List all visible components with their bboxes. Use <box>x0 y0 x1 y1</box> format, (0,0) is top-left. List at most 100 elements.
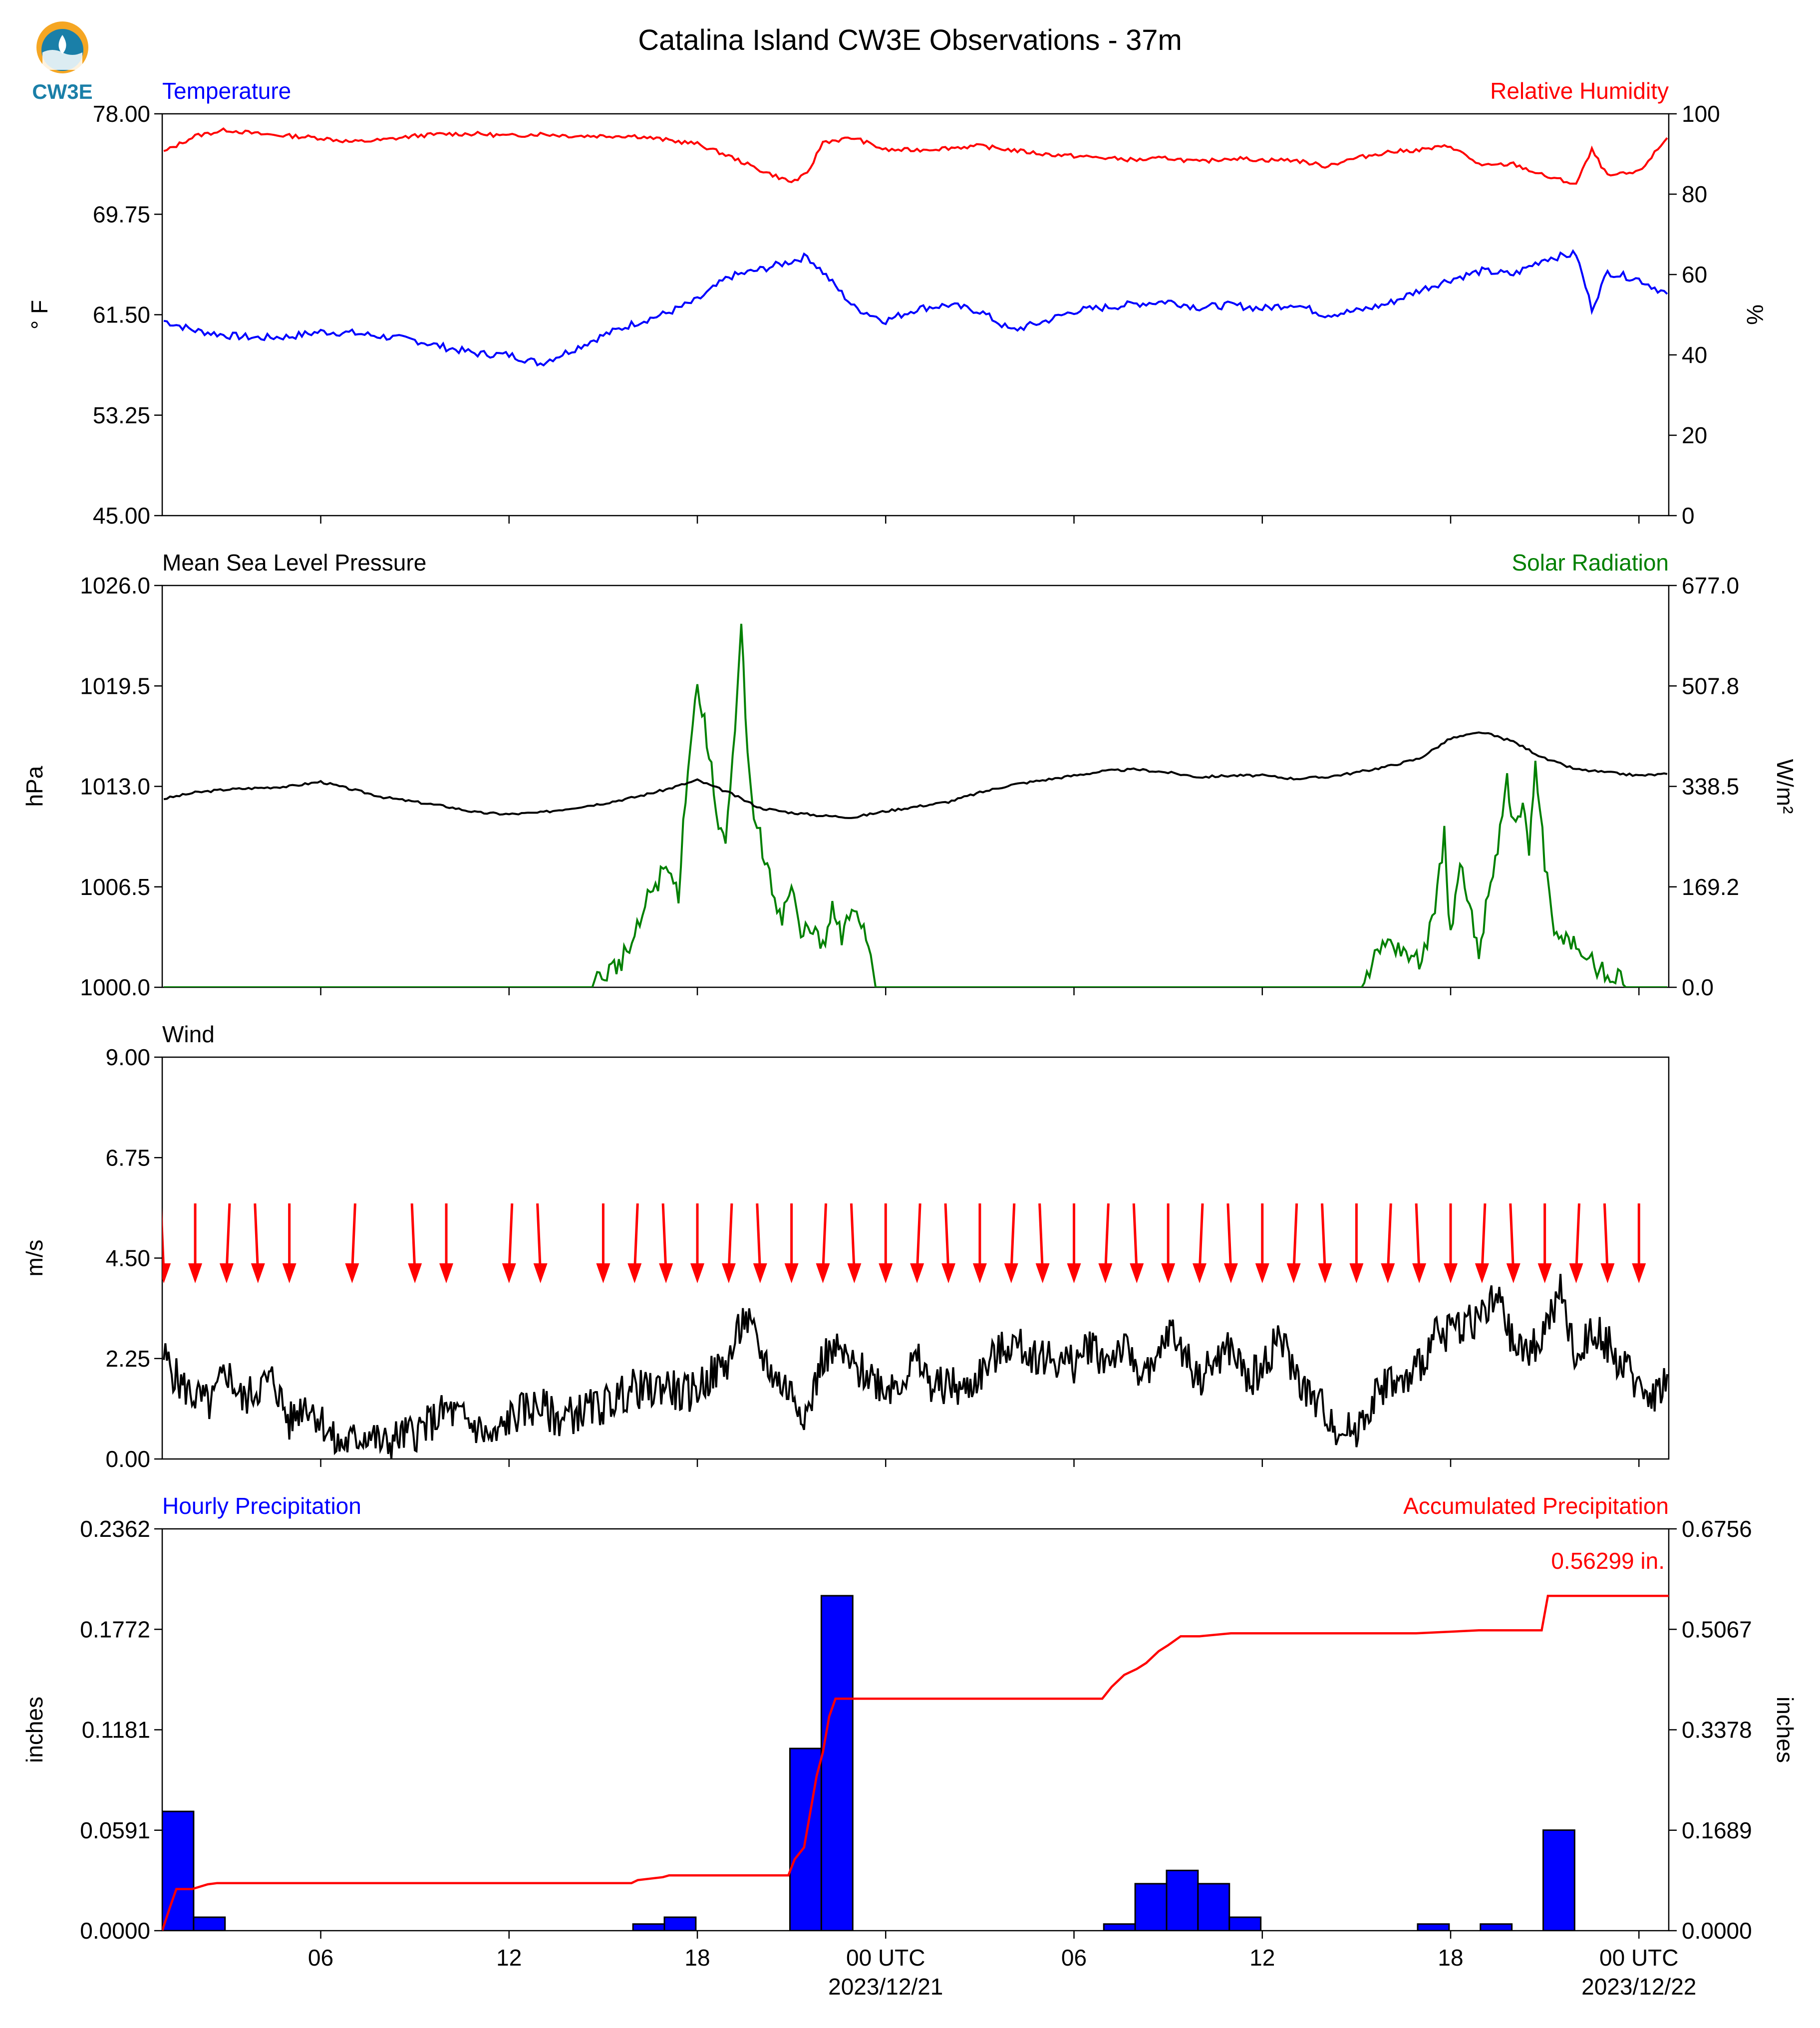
wind-direction-arrow <box>1481 1203 1487 1274</box>
wind-arrow-head <box>1569 1263 1583 1284</box>
left-tick-label: 0.1181 <box>82 1717 150 1743</box>
left-tick-label: 1013.0 <box>80 774 150 800</box>
wind-arrow-head <box>1004 1263 1018 1284</box>
panel-left-label: Temperature <box>162 78 291 104</box>
wind-direction-arrow <box>1104 1203 1110 1274</box>
right-tick-label: 507.8 <box>1682 673 1739 699</box>
panel-left-label: Mean Sea Level Pressure <box>162 550 426 576</box>
wind-arrow-head <box>1193 1263 1207 1284</box>
left-axis-title: hPa <box>21 766 47 807</box>
wind-arrow-head <box>1130 1263 1144 1284</box>
wind-arrow-head <box>941 1263 956 1284</box>
hourly-precip-bar <box>663 1916 697 1931</box>
wind-arrow-head <box>1506 1263 1520 1284</box>
wind-direction-arrow <box>661 1203 667 1274</box>
left-tick-label: 2.25 <box>105 1346 150 1372</box>
wind-direction-arrow <box>536 1203 542 1274</box>
wind-direction-arrow <box>162 1207 165 1274</box>
panel-wind: 9.00 6.75 4.50 2.25 0.00 Wind m/s <box>21 1021 1670 1472</box>
wind-direction-arrow <box>1226 1203 1232 1274</box>
wind-direction-arrow <box>254 1203 260 1274</box>
left-tick-label: 69.75 <box>93 201 150 227</box>
hourly-precip-bar <box>632 1923 665 1931</box>
hourly-precip-bar <box>820 1595 854 1931</box>
wind-direction-arrow <box>410 1203 416 1274</box>
panel-right-label: Accumulated Precipitation <box>1403 1493 1669 1519</box>
wind-direction-arrow <box>1292 1203 1298 1274</box>
wind-arrow-head <box>1223 1263 1238 1284</box>
temperature-line <box>163 249 1668 367</box>
left-tick-label: 78.00 <box>93 101 150 127</box>
plot-area <box>162 1203 1668 1459</box>
x-tick-label: 12 <box>496 1945 522 1971</box>
right-tick-label: 20 <box>1682 422 1707 448</box>
left-tick-label: 61.50 <box>93 302 150 328</box>
left-tick-label: 45.00 <box>93 503 150 529</box>
wind-direction-arrow <box>944 1203 950 1274</box>
wind-arrow-head <box>1444 1263 1458 1284</box>
wind-arrow-head <box>439 1263 454 1284</box>
accumulated-precip-line <box>162 1594 1669 1931</box>
wind-direction-arrow <box>225 1203 231 1274</box>
wind-arrow-head <box>721 1263 736 1284</box>
wind-direction-arrow <box>915 1203 921 1274</box>
cw3e-logo: CW3E <box>32 21 93 103</box>
wind-arrow-head <box>1412 1263 1427 1284</box>
wind-arrow-head <box>910 1263 924 1284</box>
wind-arrow-head <box>753 1263 767 1284</box>
hourly-precip-bar <box>162 1810 195 1931</box>
wind-arrow-head <box>1067 1263 1081 1284</box>
x-date-label: 2023/12/22 <box>1581 1974 1696 2000</box>
wind-direction-arrow <box>1010 1203 1016 1274</box>
x-date-label: 2023/12/21 <box>828 1974 943 2000</box>
right-tick-label: 0.0000 <box>1682 1918 1752 1944</box>
right-axis-title: W/m² <box>1772 759 1798 814</box>
hourly-precip-bar <box>1542 1829 1575 1931</box>
x-tick-label: 12 <box>1249 1945 1275 1971</box>
right-tick-label: 0.6756 <box>1682 1516 1752 1542</box>
x-tick-label: 06 <box>1061 1945 1087 1971</box>
panel-pressure_solar: 1026.0 1019.5 1013.0 1006.5 1000.0 677.0 507.8… <box>21 550 1798 1000</box>
panel-right-label: Relative Humidity <box>1490 78 1669 104</box>
left-tick-label: 6.75 <box>105 1145 150 1170</box>
wind-arrow-head <box>1381 1263 1395 1284</box>
wind-arrow-head <box>1600 1263 1615 1284</box>
x-tick-label: 00 UTC <box>846 1945 925 1971</box>
plot-frame <box>161 1528 1670 1932</box>
wind-arrow-head <box>502 1263 516 1284</box>
figure-title: Catalina Island CW3E Observations - 37m <box>638 24 1182 56</box>
left-tick-label: 0.00 <box>105 1446 150 1472</box>
wind-arrow-head <box>784 1263 799 1284</box>
plot-frame <box>161 113 1670 517</box>
wind-arrow-head <box>282 1263 297 1284</box>
wind-arrow-head <box>972 1263 987 1284</box>
wind-arrow-head <box>408 1263 422 1284</box>
pressure-line <box>163 731 1668 819</box>
hourly-precip-bar <box>1480 1923 1513 1931</box>
wind-arrow-head <box>533 1263 548 1284</box>
right-tick-label: 0.1689 <box>1682 1817 1752 1843</box>
right-tick-label: 80 <box>1682 181 1707 207</box>
left-axis-title: ° F <box>26 300 52 329</box>
right-tick-label: 677.0 <box>1682 573 1739 598</box>
left-tick-label: 4.50 <box>105 1245 150 1271</box>
right-axis-title: % <box>1742 304 1768 325</box>
wind-arrow-head <box>1035 1263 1050 1284</box>
wind-arrow-head <box>627 1263 642 1284</box>
plot-area <box>163 127 1668 367</box>
left-tick-label: 53.25 <box>93 402 150 428</box>
right-axis-title: inches <box>1772 1697 1798 1763</box>
wind-arrow-head <box>1475 1263 1489 1284</box>
left-tick-label: 1026.0 <box>80 573 150 598</box>
left-tick-label: 0.0000 <box>80 1918 150 1944</box>
left-tick-label: 1000.0 <box>80 974 150 1000</box>
wind-arrow-head <box>1349 1263 1364 1284</box>
right-tick-label: 40 <box>1682 342 1707 368</box>
hourly-precip-bar <box>1228 1916 1262 1931</box>
cw3e-logo-icon <box>36 21 88 73</box>
wind-direction-arrow <box>633 1203 639 1274</box>
wind-direction-arrow <box>350 1203 356 1274</box>
plot-area <box>162 1594 1669 1931</box>
humidity-line <box>163 127 1668 185</box>
right-tick-label: 169.2 <box>1682 874 1739 900</box>
